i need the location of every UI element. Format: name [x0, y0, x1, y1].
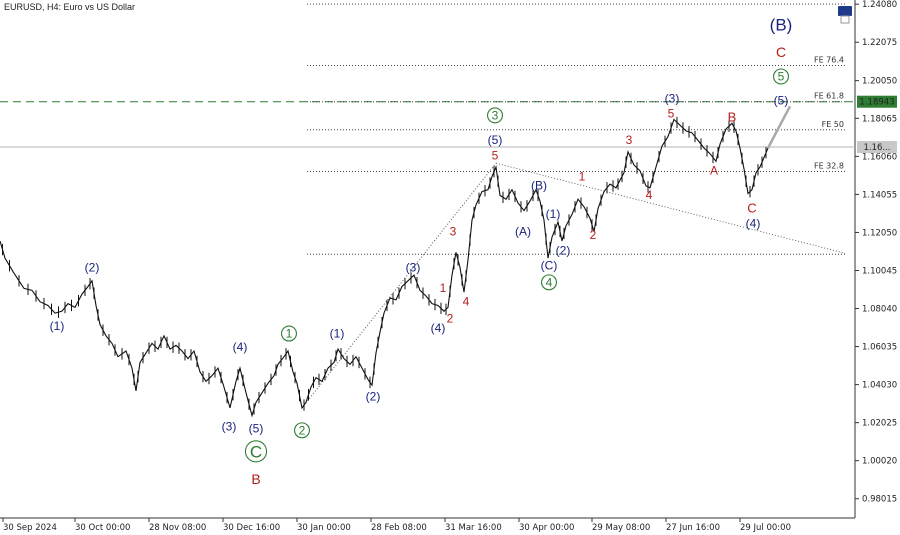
wave-label: (2) — [556, 243, 571, 257]
wave-label: (B) — [531, 179, 547, 193]
wave-label: 3 — [626, 133, 633, 147]
y-tick-label: 1.02025 — [862, 419, 897, 429]
price-series-line — [0, 118, 769, 418]
y-tick-label: 1.04030 — [862, 381, 897, 391]
wave-label: 2 — [447, 312, 454, 326]
wave-label-circle — [281, 325, 297, 342]
wave-label: B — [251, 471, 260, 487]
wave-label: (5) — [249, 422, 264, 436]
wave-label: 5 — [778, 70, 785, 84]
wave-label: 1 — [440, 281, 447, 295]
target-price-tag — [857, 95, 897, 108]
wave-label: 3 — [492, 109, 499, 123]
x-tick-label: 29 May 08:00 — [592, 523, 650, 533]
x-tick-label: 27 Jun 16:00 — [666, 523, 720, 533]
y-tick-label: 1.14055 — [862, 190, 897, 200]
wave-label: 1 — [579, 169, 586, 183]
chart-title: EURUSD, H4: Euro vs US Dollar — [4, 2, 136, 12]
x-tick-label: 28 Feb 08:00 — [371, 523, 427, 533]
wave-label-circle — [541, 274, 557, 291]
y-tick-label: 0.98015 — [862, 495, 897, 505]
trend-line-resistance — [495, 162, 846, 254]
trend-line-support — [301, 162, 497, 409]
wave-label: (2) — [366, 389, 381, 403]
y-tick-label: 1.10045 — [862, 266, 897, 276]
x-tick-label: 28 Nov 08:00 — [149, 523, 206, 533]
y-tick-label: 1.12050 — [862, 228, 897, 238]
y-tick-label: 1.18065 — [862, 114, 897, 124]
wave-label: 2 — [590, 228, 597, 242]
wave-label: B — [728, 109, 737, 124]
wave-label: (3) — [222, 420, 237, 434]
wave-label: 4 — [463, 294, 470, 308]
x-tick-label: 31 Mar 16:00 — [445, 523, 502, 533]
fib-level-label: FE 32.8 — [814, 162, 844, 171]
wave-label: 1 — [286, 327, 293, 341]
x-tick-label: 29 Jul 00:00 — [740, 523, 791, 533]
y-tick-label: 1.20050 — [862, 77, 897, 87]
current-price-value: 1.16... — [863, 143, 890, 153]
current-price-tag — [857, 141, 897, 154]
wave-label: C — [776, 44, 786, 60]
wave-label: C — [250, 442, 262, 461]
x-tick-label: 30 Jan 00:00 — [297, 523, 351, 533]
y-tick-label: 1.16060 — [862, 152, 897, 162]
wave-label: (5) — [774, 93, 789, 107]
toolbar-box-icon[interactable] — [840, 15, 850, 24]
wave-label-circle — [244, 440, 268, 463]
wave-label: 4 — [646, 188, 653, 202]
x-tick-label: 30 Sep 2024 — [3, 523, 57, 533]
wave-label-circle — [487, 107, 503, 124]
wave-label: (1) — [546, 207, 561, 221]
wave-label: (3) — [665, 91, 680, 105]
y-tick-label: 1.00020 — [862, 457, 897, 467]
wave-label: (A) — [515, 224, 531, 238]
wave-label-circle — [294, 422, 310, 439]
wave-label: 3 — [450, 224, 457, 238]
fib-level-label: FE 61.8 — [814, 92, 844, 101]
wave-label: (2) — [85, 260, 100, 274]
wave-label: (C) — [541, 258, 558, 272]
wave-label: (3) — [406, 260, 421, 274]
y-tick-label: 1.22075 — [862, 38, 897, 48]
y-tick-label: 1.08040 — [862, 305, 897, 315]
target-price-value: 1.18943 — [859, 98, 894, 108]
wave-label: 4 — [546, 276, 553, 290]
projection-path — [766, 105, 792, 149]
wave-label: 5 — [492, 148, 499, 162]
wave-label: (4) — [431, 321, 446, 335]
x-tick-label: 30 Dec 16:00 — [223, 523, 280, 533]
wave-label: (4) — [233, 340, 248, 354]
toolbar-hat-icon[interactable] — [838, 6, 852, 16]
wave-label: (1) — [330, 327, 345, 341]
x-tick-label: 30 Oct 00:00 — [75, 523, 130, 533]
wave-label: C — [747, 201, 756, 216]
wave-label: (5) — [488, 133, 503, 147]
wave-label-circle — [773, 68, 789, 85]
x-tick-label: 30 Apr 00:00 — [519, 523, 574, 533]
y-tick-label: 1.24080 — [862, 0, 897, 10]
fib-level-label: FE 76.4 — [814, 55, 844, 64]
fib-level-label: FE 50 — [822, 120, 844, 129]
wave-label: (B) — [770, 15, 793, 34]
y-tick-label: 1.06035 — [862, 343, 897, 353]
wave-label: A — [710, 164, 718, 178]
wave-label: (1) — [50, 319, 65, 333]
wave-label: 5 — [668, 107, 675, 121]
wave-label: 2 — [299, 424, 306, 438]
wave-label: (4) — [746, 217, 761, 231]
